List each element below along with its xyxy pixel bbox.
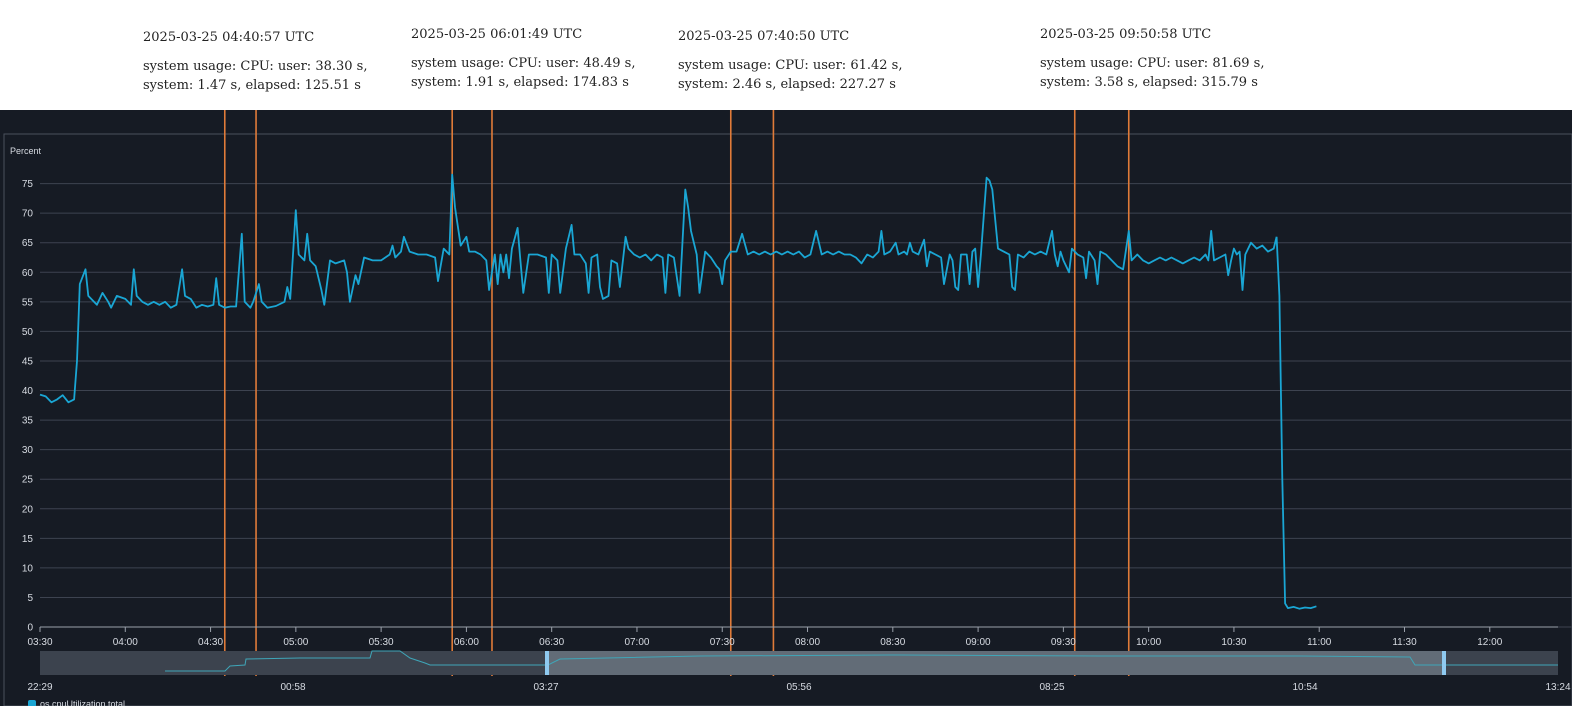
navigator-tick-label: 08:25 xyxy=(1039,682,1064,693)
y-tick-label: 40 xyxy=(22,386,34,397)
legend-swatch xyxy=(28,700,36,706)
legend: os.cpuUtilization.total xyxy=(28,699,125,706)
marker-layer xyxy=(223,110,1130,676)
y-tick-label: 35 xyxy=(22,416,34,427)
plot-frame xyxy=(3,133,1572,706)
y-tick-label: 10 xyxy=(22,563,34,574)
x-tick-label: 11:00 xyxy=(1307,637,1332,648)
navigator-window xyxy=(547,651,1444,675)
x-tick-label: 08:00 xyxy=(795,637,820,648)
annotation-1: 2025-03-25 04:40:57 UTC system usage: CP… xyxy=(143,28,373,95)
navigator-tick-label: 00:58 xyxy=(280,682,305,693)
annotation-usage: system usage: CPU: user: 48.49 s, system… xyxy=(411,56,636,90)
annotation-3: 2025-03-25 07:40:50 UTC system usage: CP… xyxy=(678,27,908,94)
navigator-series-line xyxy=(165,650,1558,672)
navigator-tick-label: 22:29 xyxy=(27,682,52,693)
annotation-2: 2025-03-25 06:01:49 UTC system usage: CP… xyxy=(411,25,641,92)
y-tick-label: 70 xyxy=(22,209,34,220)
cpu-utilization-chart: 0 5 10 15 20 25 30 35 40 45 50 55 60 65 70 75 03:30 04:00… xyxy=(3,110,1572,706)
y-tick-label: 20 xyxy=(22,504,34,515)
annotation-timestamp: 2025-03-25 07:40:50 UTC xyxy=(678,29,850,44)
y-axis-label: Percent xyxy=(10,146,42,156)
annotation-timestamp: 2025-03-25 06:01:49 UTC xyxy=(411,27,583,42)
x-tick-label: 07:00 xyxy=(624,637,649,648)
navigator-tick-label: 10:54 xyxy=(1292,682,1317,693)
y-tick-label: 65 xyxy=(22,238,34,249)
annotations: 2025-03-25 04:40:57 UTC system usage: CP… xyxy=(0,0,1572,110)
x-tick-label: 03:30 xyxy=(27,637,52,648)
annotation-usage: system usage: CPU: user: 38.30 s, system… xyxy=(143,59,368,93)
x-tick-label: 09:00 xyxy=(966,637,991,648)
axis-layer: 0 5 10 15 20 25 30 35 40 45 50 55 60 65 70 75 03:30 04:00… xyxy=(22,179,1558,648)
chart-panel: 0 5 10 15 20 25 30 35 40 45 50 55 60 65 70 75 03:30 04:00… xyxy=(0,110,1572,706)
y-tick-label: 55 xyxy=(22,297,34,308)
x-tick-label: 08:30 xyxy=(880,637,905,648)
annotation-timestamp: 2025-03-25 04:40:57 UTC xyxy=(143,30,315,45)
y-tick-label: 50 xyxy=(22,327,34,338)
y-tick-label: 75 xyxy=(22,179,34,190)
navigator-tick-label: 05:56 xyxy=(786,682,811,693)
x-tick-label: 12:00 xyxy=(1477,637,1502,648)
y-tick-label: 25 xyxy=(22,475,34,486)
annotation-usage: system usage: CPU: user: 61.42 s, system… xyxy=(678,58,903,92)
y-tick-label: 45 xyxy=(22,356,34,367)
navigator-handle-right[interactable] xyxy=(1442,651,1446,675)
x-tick-label: 04:30 xyxy=(198,637,223,648)
x-tick-label: 10:00 xyxy=(1136,637,1161,648)
grid-layer xyxy=(40,183,1572,628)
annotation-4: 2025-03-25 09:50:58 UTC system usage: CP… xyxy=(1040,25,1270,92)
annotation-usage: system usage: CPU: user: 81.69 s, system… xyxy=(1040,56,1265,90)
navigator-handle-left[interactable] xyxy=(545,651,549,675)
x-tick-label: 05:30 xyxy=(369,637,394,648)
y-tick-label: 30 xyxy=(22,445,34,456)
x-tick-label: 10:30 xyxy=(1221,637,1246,648)
x-tick-label: 07:30 xyxy=(710,637,735,648)
x-tick-label: 06:30 xyxy=(539,637,564,648)
series-line-1 xyxy=(39,173,1278,404)
legend-label: os.cpuUtilization.total xyxy=(40,699,125,706)
navigator[interactable]: 22:29 00:58 03:27 05:56 08:25 10:54 13:24 xyxy=(27,650,1571,693)
y-tick-label: 60 xyxy=(22,268,34,279)
x-tick-label: 04:00 xyxy=(113,637,138,648)
y-tick-label: 0 xyxy=(27,623,33,634)
y-tick-label: 15 xyxy=(22,534,34,545)
x-tick-label: 06:00 xyxy=(454,637,479,648)
x-tick-label: 05:00 xyxy=(283,637,308,648)
series-layer xyxy=(39,173,1317,610)
navigator-tick-label: 03:27 xyxy=(533,682,558,693)
annotation-timestamp: 2025-03-25 09:50:58 UTC xyxy=(1040,27,1212,42)
series-line-2 xyxy=(1275,236,1317,610)
x-tick-label: 11:30 xyxy=(1392,637,1417,648)
x-tick-label: 09:30 xyxy=(1051,637,1076,648)
y-tick-label: 5 xyxy=(27,593,33,604)
navigator-tick-label: 13:24 xyxy=(1545,682,1570,693)
